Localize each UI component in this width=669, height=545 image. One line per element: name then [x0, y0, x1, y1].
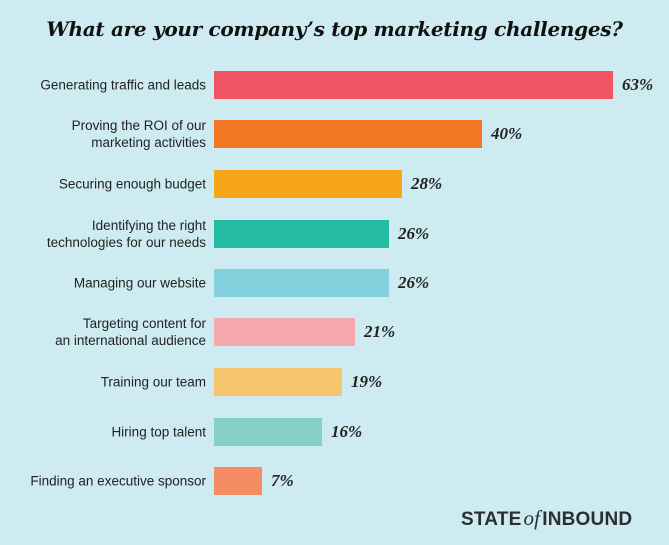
category-label: Generating traffic and leads [40, 77, 206, 93]
chart-row: Hiring top talent 16% [0, 418, 669, 446]
category-label: Managing our website [73, 275, 206, 291]
logo-of: of [523, 506, 541, 530]
category-label: Finding an executive sponsor [30, 473, 206, 489]
state-of-inbound-logo: STATEof INBOUND [461, 506, 632, 531]
category-label: Proving the ROI of our marketing activit… [71, 118, 206, 150]
bar [214, 269, 389, 297]
bar [214, 71, 613, 99]
chart-row: Managing our website 26% [0, 269, 669, 297]
value-label: 19% [351, 372, 383, 391]
value-label: 26% [398, 224, 430, 243]
category-label: Identifying the right technologies for o… [46, 218, 206, 250]
chart-row: Training our team 19% [0, 368, 669, 396]
category-label: Targeting content for an international a… [55, 316, 206, 348]
category-label: Training our team [100, 374, 206, 390]
bar [214, 418, 322, 446]
category-label: Securing enough budget [58, 176, 206, 192]
chart-row: Identifying the right technologies for o… [0, 218, 669, 250]
chart-row: Generating traffic and leads 63% [0, 71, 669, 99]
chart-row: Finding an executive sponsor 7% [0, 467, 669, 495]
value-label: 28% [411, 174, 443, 193]
logo-state: STATE [461, 509, 522, 530]
value-label: 16% [331, 422, 363, 441]
chart-row: Proving the ROI of our marketing activit… [0, 118, 669, 150]
value-label: 7% [271, 471, 294, 490]
value-label: 21% [364, 322, 396, 341]
bar [214, 170, 402, 198]
bar [214, 120, 482, 148]
bar [214, 467, 262, 495]
bar [214, 368, 342, 396]
logo-inbound: INBOUND [542, 509, 633, 530]
chart-row: Securing enough budget 28% [0, 170, 669, 198]
category-label: Hiring top talent [111, 424, 206, 440]
chart-title: What are your company’s top marketing ch… [46, 17, 623, 41]
bar [214, 220, 389, 248]
value-label: 26% [398, 273, 430, 292]
value-label: 40% [491, 124, 523, 143]
bar [214, 318, 355, 346]
value-label: 63% [622, 75, 654, 94]
chart-row: Targeting content for an international a… [0, 316, 669, 348]
